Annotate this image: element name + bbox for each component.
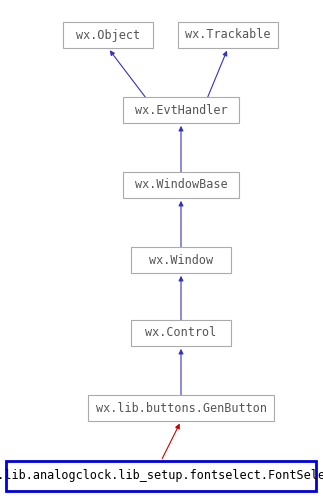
Bar	[88, 395, 274, 421]
Bar	[63, 22, 153, 48]
Text: wx.Trackable: wx.Trackable	[185, 28, 271, 42]
Text: wx.lib.analogclock.lib_setup.fontselect.FontSelect: wx.lib.analogclock.lib_setup.fontselect.…	[0, 470, 323, 482]
Text: wx.Control: wx.Control	[145, 326, 217, 340]
Bar	[123, 97, 239, 123]
Text: wx.EvtHandler: wx.EvtHandler	[135, 104, 227, 117]
Text: wx.Object: wx.Object	[76, 28, 140, 42]
Text: wx.Window: wx.Window	[149, 254, 213, 266]
Bar	[131, 247, 231, 273]
Text: wx.WindowBase: wx.WindowBase	[135, 178, 227, 192]
Bar	[6, 461, 316, 491]
Bar	[178, 22, 278, 48]
Bar	[123, 172, 239, 198]
Bar	[131, 320, 231, 346]
Text: wx.lib.buttons.GenButton: wx.lib.buttons.GenButton	[96, 402, 266, 414]
